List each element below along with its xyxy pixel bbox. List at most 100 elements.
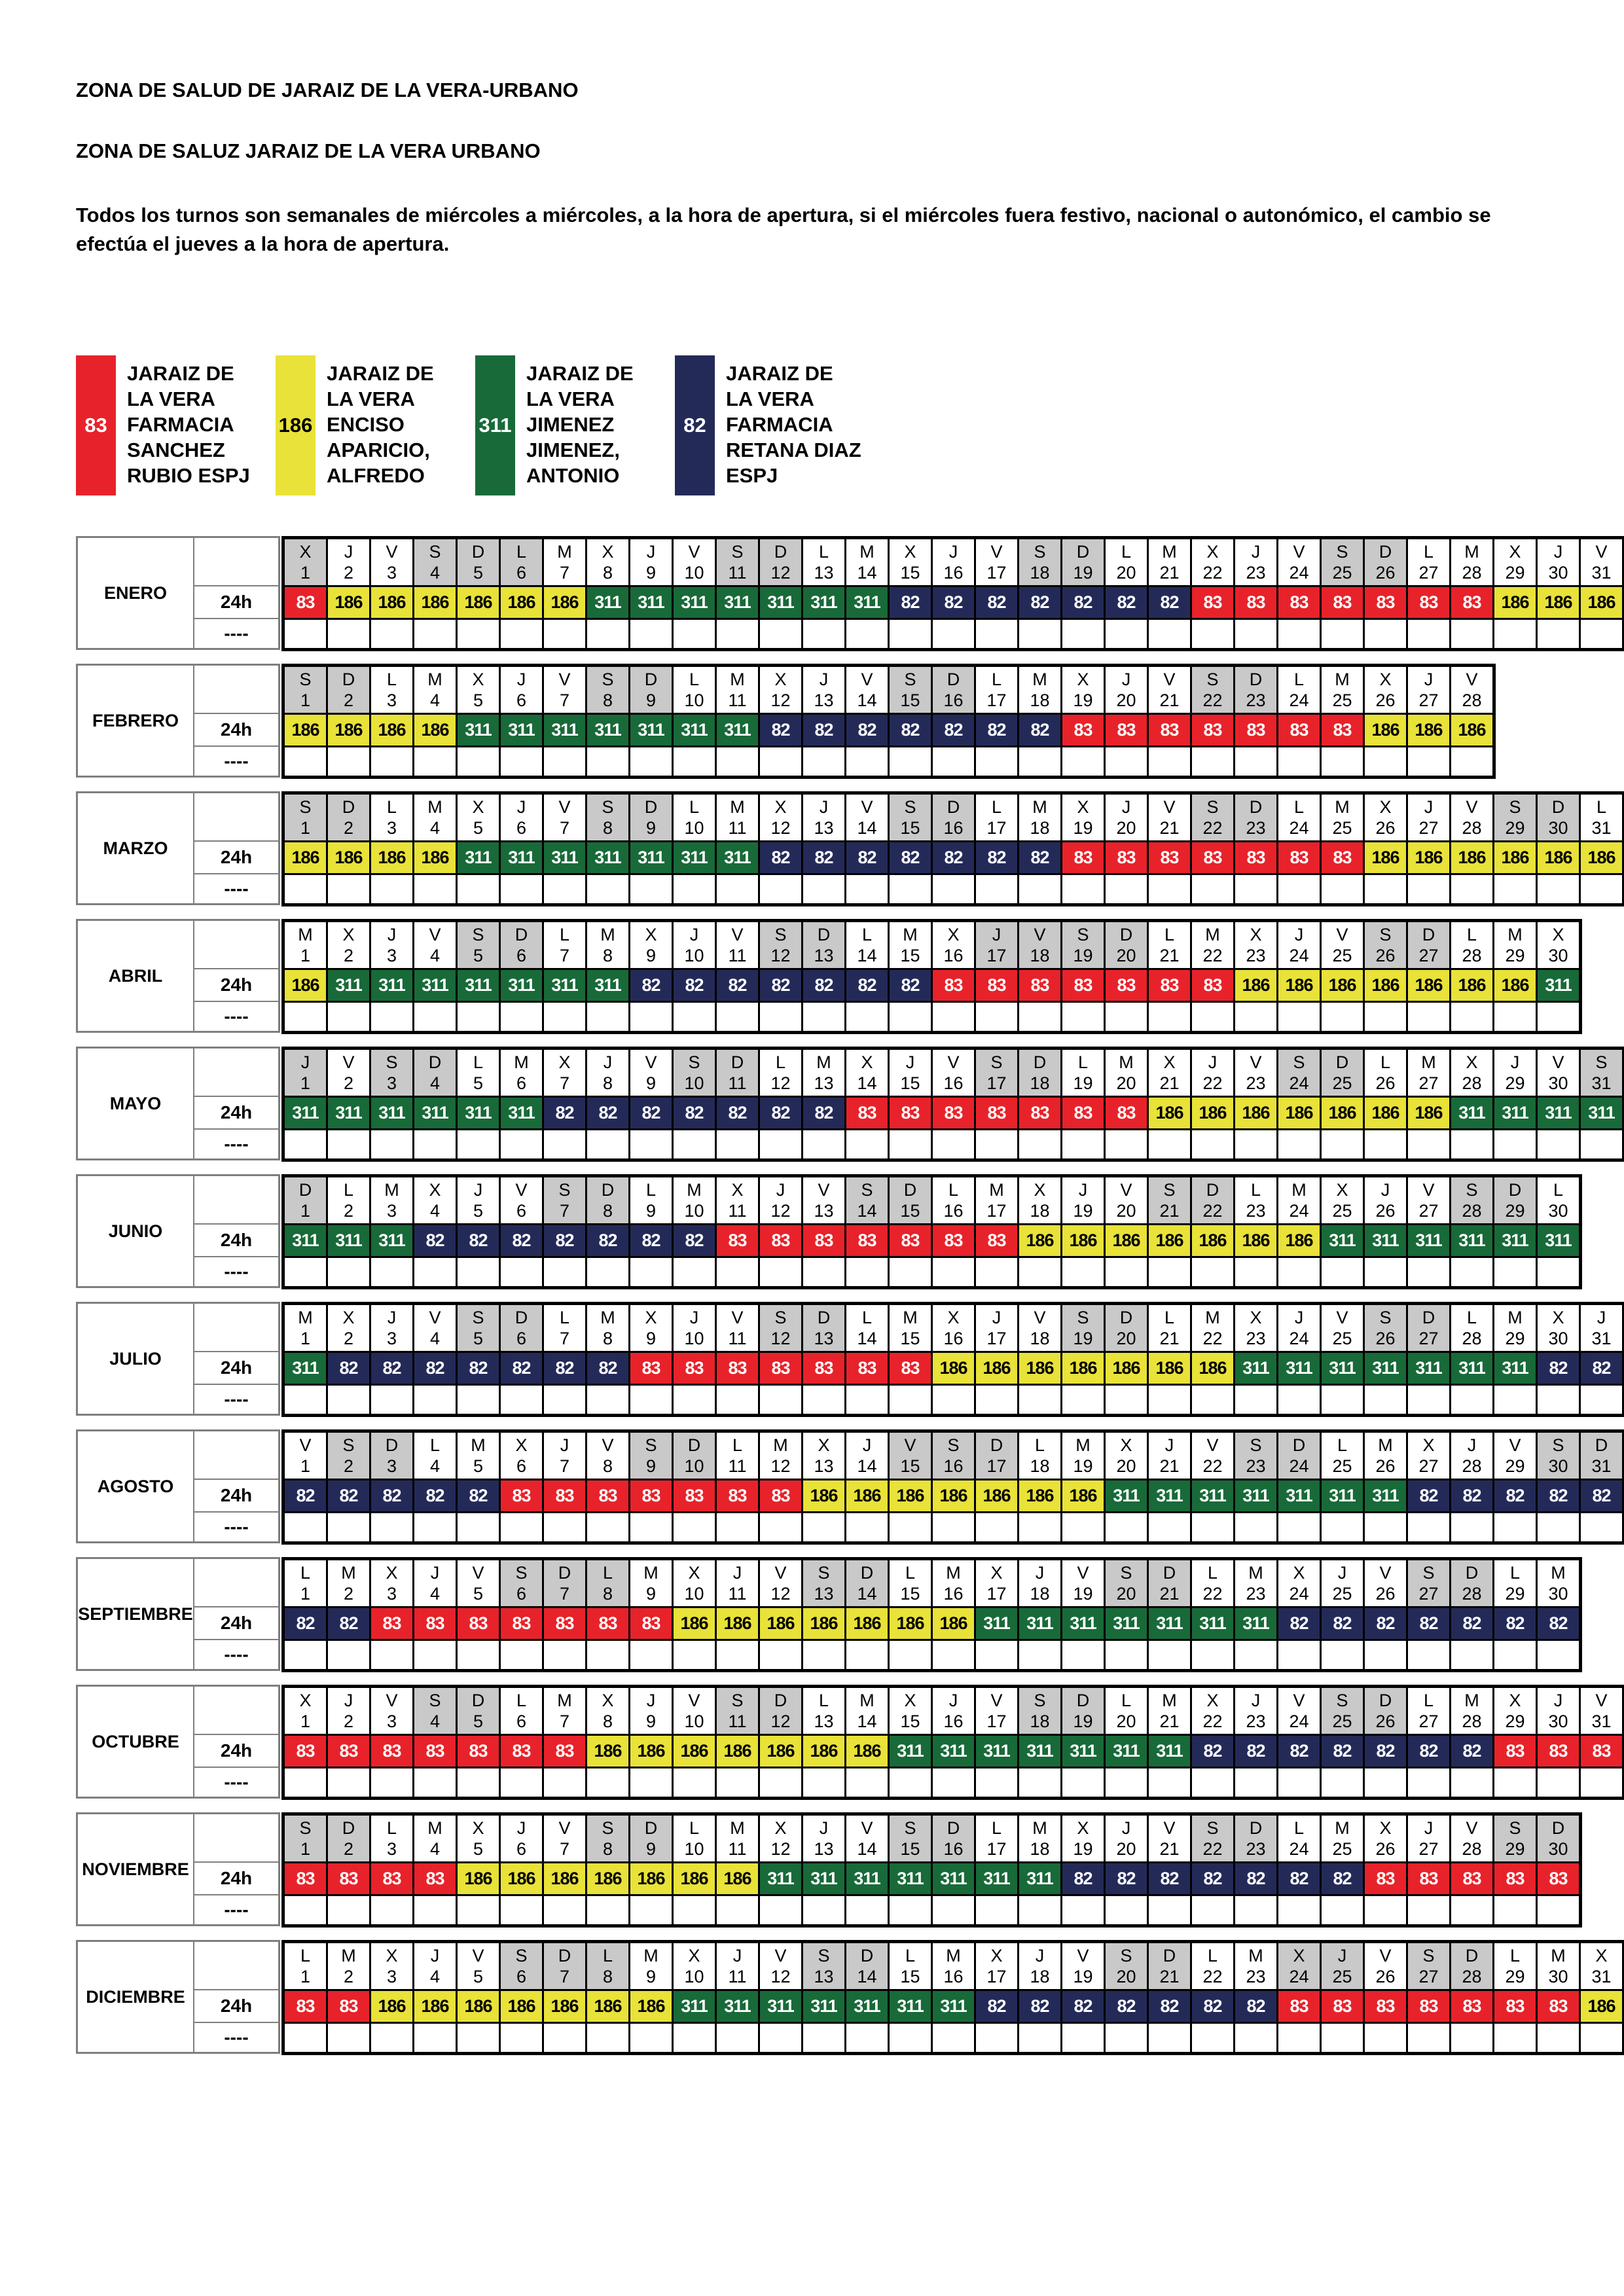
empty-cell (1538, 1641, 1579, 1669)
empty-cell (371, 1896, 412, 1924)
weekday-letter: J (1424, 1818, 1434, 1838)
empty-cell (414, 1003, 456, 1031)
weekday-letter: S (774, 1308, 787, 1327)
day-header: J 14 (846, 1433, 888, 1479)
empty-cell (458, 1641, 499, 1669)
day-header: D 18 (1019, 1050, 1060, 1096)
shift-code-cell: 186 (458, 587, 499, 618)
day-number: 24 (1289, 691, 1309, 710)
day-number: 13 (814, 1329, 834, 1348)
shift-code-cell: 311 (976, 1608, 1017, 1639)
day-header: L 24 (1278, 667, 1320, 713)
weekday-letter: M (1335, 1818, 1350, 1838)
day-number: 8 (602, 1584, 613, 1604)
empty-cell (1235, 1386, 1276, 1414)
weekday-letter: J (344, 542, 353, 562)
day-header: D 12 (760, 1688, 801, 1734)
empty-cell (1235, 1130, 1276, 1158)
month-days-grid: S 1 D 2 L 3 M 4 X 5 J 6 V 7 S 8 D 9 L 10 M 11 X 12 J 13 V 14 S 15 D 16 L… (281, 1812, 1582, 1928)
day-header: M 23 (1235, 1560, 1276, 1606)
day-number: 12 (770, 1456, 791, 1476)
day-header: L 19 (1062, 1050, 1104, 1096)
day-number: 7 (559, 563, 570, 583)
weekday-letter: V (731, 925, 744, 944)
weekday-letter: L (948, 1180, 959, 1200)
day-number: 26 (1375, 1073, 1396, 1093)
empty-cell (1235, 620, 1276, 648)
shift-code-cell: 311 (803, 587, 844, 618)
day-header: X 12 (760, 795, 801, 840)
day-header: V 26 (1365, 1560, 1406, 1606)
day-number: 26 (1375, 1839, 1396, 1859)
weekday-letter: L (1423, 1691, 1434, 1710)
day-number: 16 (943, 946, 964, 965)
row-label-blank (194, 1942, 278, 1989)
day-header: S 10 (674, 1050, 715, 1096)
empty-cell (458, 1768, 499, 1797)
row-label-other: ---- (194, 1513, 278, 1541)
day-header: M 15 (890, 922, 931, 968)
day-number: 26 (1375, 691, 1396, 710)
row-label-other: ---- (194, 2023, 278, 2052)
shift-code-cell: 82 (1278, 1863, 1320, 1894)
shift-code-cell: 311 (371, 1098, 412, 1128)
day-header: D 22 (1192, 1177, 1233, 1223)
empty-cell (1278, 620, 1320, 648)
empty-cell (501, 1258, 542, 1286)
shift-code-cell: 82 (976, 587, 1017, 618)
shift-code-cell: 82 (328, 1480, 369, 1511)
empty-cell (674, 1641, 715, 1669)
pharmacy-name-line: LA VERA (726, 387, 814, 410)
shift-code-cell: 311 (1538, 1098, 1579, 1128)
shift-code-cell: 186 (544, 587, 585, 618)
empty-cell (1538, 1386, 1579, 1414)
shift-code-cell: 311 (371, 1225, 412, 1256)
day-number: 27 (1418, 1839, 1439, 1859)
month-name: OCTUBRE (78, 1687, 193, 1797)
weekday-letter: D (1465, 1563, 1479, 1583)
shift-code-cell: 83 (760, 1480, 801, 1511)
weekday-letter: D (1033, 1052, 1047, 1072)
day-number: 10 (684, 818, 704, 838)
month-row-abril: ABRIL 24h ---- M 1 X 2 J 3 V 4 S 5 D 6 L 7 M 8 X 9 J 10 V 11 S 12 D… (76, 919, 1624, 1034)
shift-code-cell: 311 (717, 587, 758, 618)
shift-code-cell: 82 (1451, 1480, 1492, 1511)
empty-cell (976, 1896, 1017, 1924)
day-number: 13 (814, 818, 834, 838)
day-header: V 25 (1322, 922, 1363, 968)
weekday-letter: L (1207, 1563, 1218, 1583)
shift-code-cell: 186 (1451, 970, 1492, 1001)
day-number: 18 (1030, 1329, 1050, 1348)
shift-code-cell: 82 (717, 970, 758, 1001)
empty-cell (1192, 747, 1233, 776)
day-number: 11 (728, 1712, 747, 1731)
day-number: 30 (1548, 946, 1568, 965)
day-header: V 28 (1451, 795, 1492, 840)
empty-cell (285, 2024, 326, 2052)
shift-code-cell: 186 (1019, 1480, 1060, 1511)
day-header: S 28 (1451, 1177, 1492, 1223)
weekday-letter: L (602, 1946, 613, 1965)
empty-cell (1322, 1386, 1363, 1414)
shift-code-cell: 311 (717, 842, 758, 873)
weekday-letter: J (819, 670, 829, 689)
empty-cell (933, 1641, 974, 1669)
month-side: JUNIO 24h ---- (76, 1174, 280, 1288)
empty-cell (414, 1130, 456, 1158)
day-header: J 30 (1538, 1688, 1579, 1734)
day-number: 1 (300, 946, 311, 965)
shift-code-cell: 83 (1494, 1863, 1536, 1894)
weekday-letter: X (645, 1308, 657, 1327)
shift-code-cell: 82 (1235, 1863, 1276, 1894)
shift-code-cell: 82 (1149, 1863, 1190, 1894)
empty-cell (1365, 1003, 1406, 1031)
month-days-grid: S 1 D 2 L 3 M 4 X 5 J 6 V 7 S 8 D 9 L 10 M 11 X 12 J 13 V 14 S 15 D 16 L… (281, 664, 1496, 779)
empty-cell (846, 1386, 888, 1414)
day-header: M 17 (976, 1177, 1017, 1223)
shift-code-cell: 186 (1451, 715, 1492, 745)
shift-code-cell: 82 (890, 715, 931, 745)
month-row-marzo: MARZO 24h ---- S 1 D 2 L 3 M 4 X 5 J 6 V 7 S 8 D 9 L 10 M 11 X 12 J… (76, 791, 1624, 906)
